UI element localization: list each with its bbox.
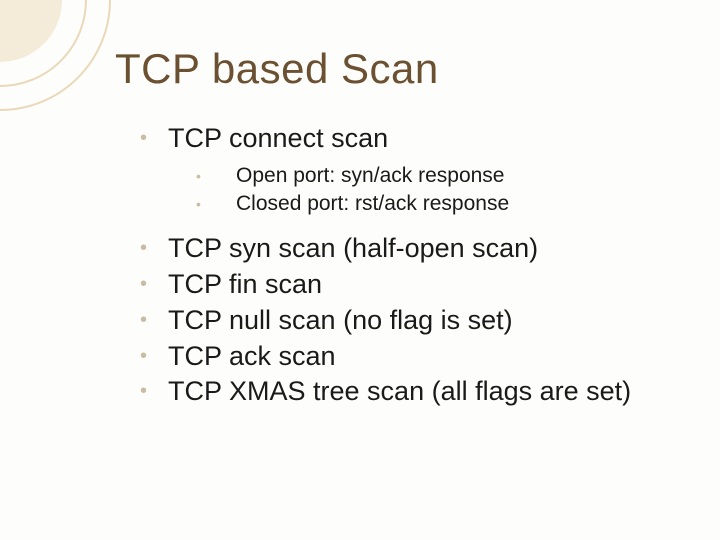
list-item: • TCP ack scan	[140, 340, 690, 374]
slide: TCP based Scan • TCP connect scan • Open…	[0, 0, 720, 540]
slide-title: TCP based Scan	[115, 45, 439, 93]
bullet-icon: •	[196, 162, 236, 190]
list-item-text: TCP connect scan	[168, 122, 388, 156]
list-item-text: Open port: syn/ack response	[236, 162, 504, 190]
bullet-icon: •	[140, 340, 168, 372]
list-item: • Open port: syn/ack response	[196, 162, 690, 190]
corner-decoration-icon	[0, 0, 130, 130]
list-item: • Closed port: rst/ack response	[196, 190, 690, 218]
list-item-text: TCP XMAS tree scan (all flags are set)	[168, 375, 631, 409]
list-item: • TCP null scan (no flag is set)	[140, 304, 690, 338]
bullet-icon: •	[196, 190, 236, 218]
list-rest: • TCP syn scan (half-open scan) • TCP fi…	[140, 232, 690, 409]
bullet-icon: •	[140, 122, 168, 154]
list-item: • TCP connect scan	[140, 122, 690, 156]
list-item-text: TCP syn scan (half-open scan)	[168, 232, 538, 266]
slide-body: • TCP connect scan • Open port: syn/ack …	[140, 122, 690, 411]
list-item-text: Closed port: rst/ack response	[236, 190, 509, 218]
bullet-icon: •	[140, 304, 168, 336]
list-item: • TCP XMAS tree scan (all flags are set)	[140, 375, 690, 409]
list-item: • TCP fin scan	[140, 268, 690, 302]
list-item: • TCP syn scan (half-open scan)	[140, 232, 690, 266]
bullet-icon: •	[140, 375, 168, 407]
list-item-text: TCP null scan (no flag is set)	[168, 304, 513, 338]
bullet-icon: •	[140, 232, 168, 264]
sublist: • Open port: syn/ack response • Closed p…	[196, 162, 690, 219]
bullet-icon: •	[140, 268, 168, 300]
list-item-text: TCP ack scan	[168, 340, 336, 374]
list-item-text: TCP fin scan	[168, 268, 322, 302]
